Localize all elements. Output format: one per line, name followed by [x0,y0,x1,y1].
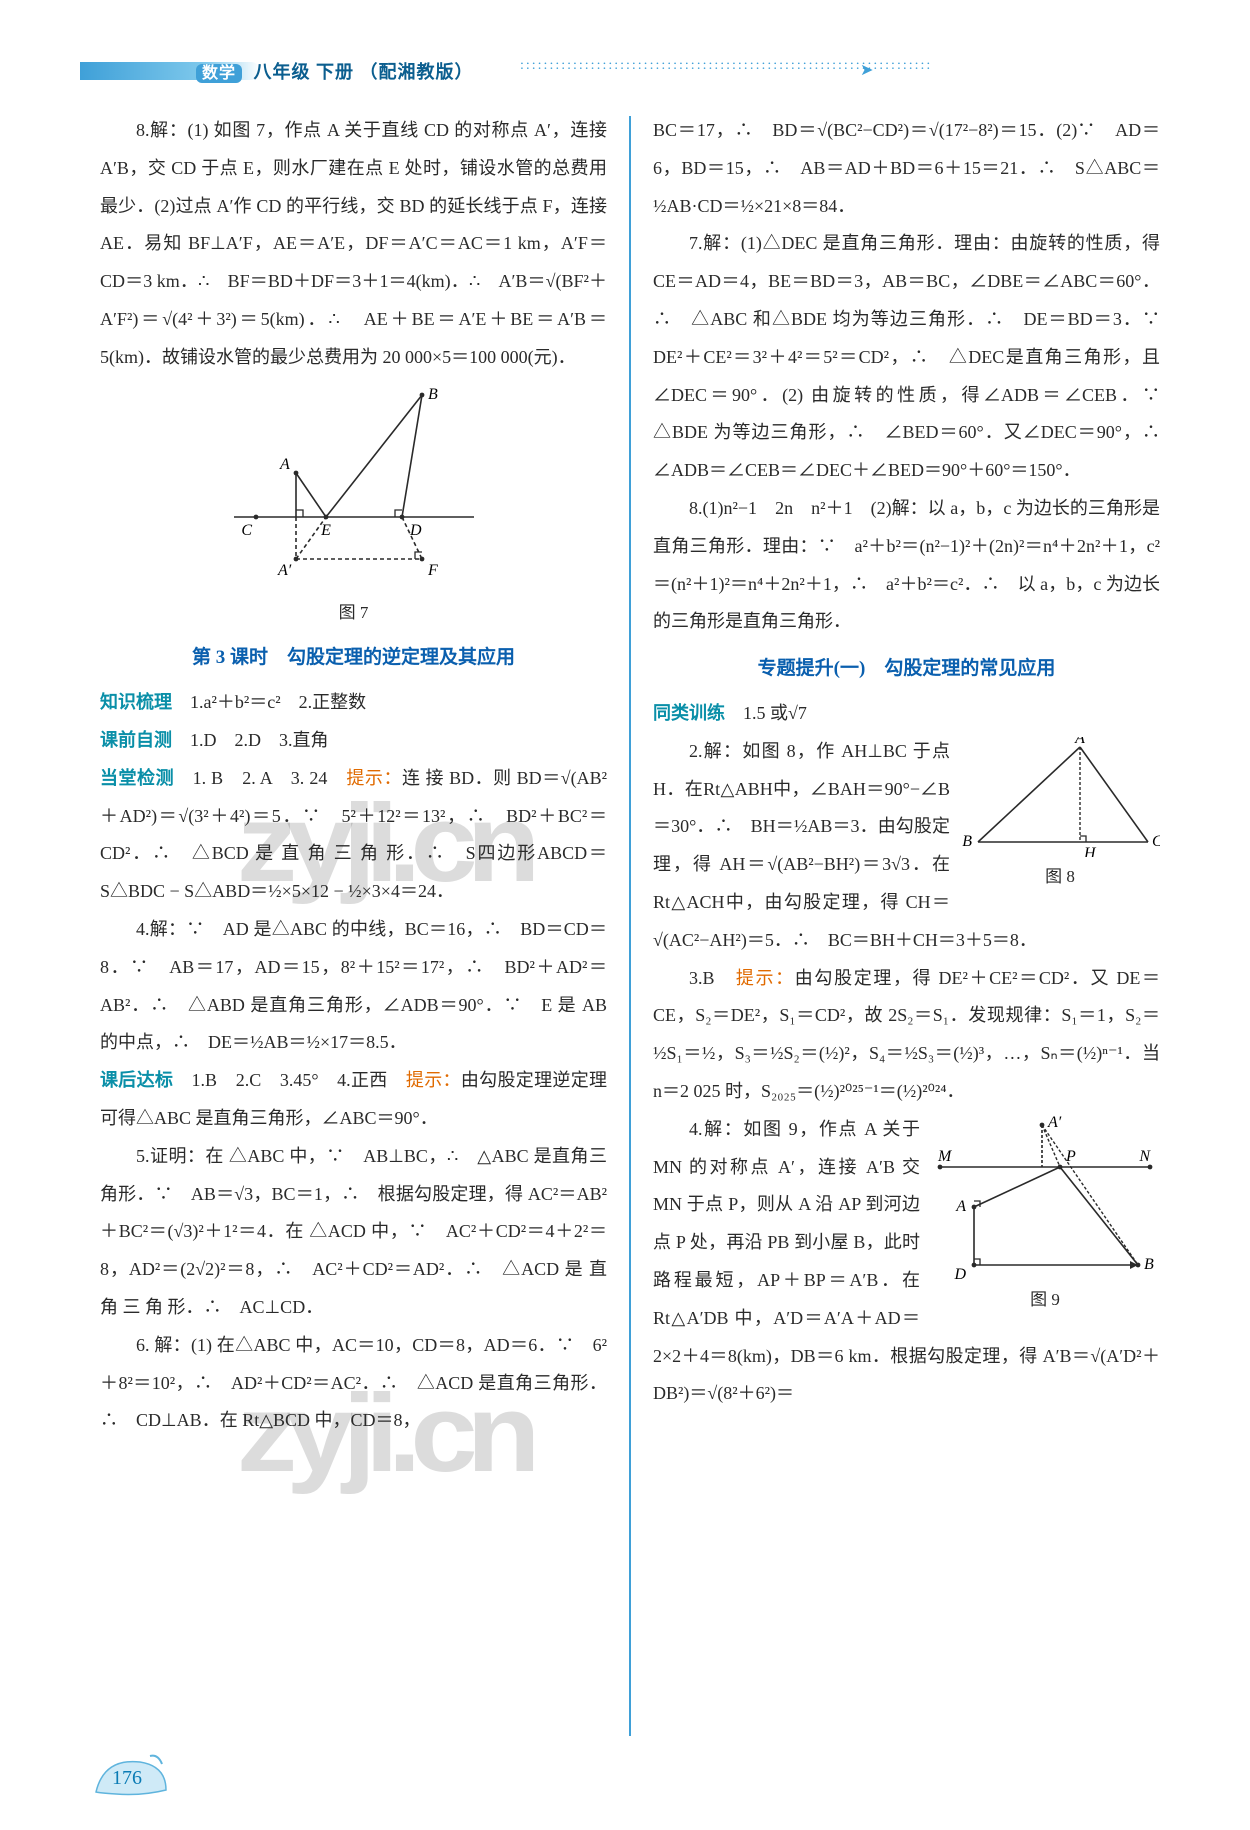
afterclass-hint-label: 提示： [406,1070,461,1090]
knowledge-label: 知识梳理 [100,692,172,712]
solution-6-cont: BC＝17，∴ BD＝√(BC²−CD²)＝√(17²−8²)＝15．(2)∵ … [653,112,1160,225]
knowledge-row: 知识梳理 1.a²＋b²＝c² 2.正整数 [100,684,607,722]
svg-text:C: C [241,522,252,539]
page: 数学 八年级 下册 （配湘教版） :::::::::::::::::::::::… [0,0,1250,1830]
svg-text:E: E [320,522,331,539]
figure-7-caption: 图 7 [100,595,607,631]
svg-text:A: A [279,456,290,473]
solution-r3-answer: 3.B [689,968,736,988]
figure-9: A′ M N P A D B 图 9 [930,1115,1160,1318]
solution-2-block: ABCH 图 8 2.解：如图 8，作 AH⊥BC 于点 H．在Rt△ABH中，… [653,733,1160,960]
left-column: 8.解：(1) 如图 7，作点 A 关于直线 CD 的对称点 A′，连接 A′B… [100,112,629,1736]
header-title-text: 八年级 下册 （配湘教版） [254,62,474,82]
inclass-label: 当堂检测 [100,768,174,788]
svg-text:D: D [409,522,422,539]
svg-text:C: C [1152,833,1160,850]
figure-7-svg: A A′ B C D E F [224,383,484,593]
svg-text:B: B [428,386,438,403]
solution-8: 8.解：(1) 如图 7，作点 A 关于直线 CD 的对称点 A′，连接 A′B… [100,112,607,377]
svg-text:F: F [427,562,438,579]
page-number: 176 [112,1767,142,1790]
section-heading-lesson3: 第 3 课时 勾股定理的逆定理及其应用 [100,638,607,678]
afterclass-label: 课后达标 [100,1070,173,1090]
svg-text:B: B [1144,1256,1154,1273]
solution-7: 7.解：(1)△DEC 是直角三角形．理由：由旋转的性质，得 CE＝AD＝4，B… [653,225,1160,490]
solution-4-block: A′MNPADB 图 9 4.解：如图 9，作点 A 关于 MN 的对称点 A′… [653,1111,1160,1413]
page-header: 数学 八年级 下册 （配湘教版） :::::::::::::::::::::::… [100,50,1160,84]
svg-text:N: N [1138,1148,1151,1165]
solution-r3: 3.B 提示：由勾股定理，得 DE²＋CE²＝CD²．又 DE＝CE，S₂＝DE… [653,960,1160,1111]
svg-text:A: A [955,1198,966,1215]
header-dots-decoration: ::::::::::::::::::::::::::::::::::::::::… [520,58,1140,72]
solution-4: 4.解：∵ AD 是△ABC 的中线，BC＝16，∴ BD＝CD＝8．∵ AB＝… [100,911,607,1062]
figure-8-svg: A B C H [960,737,1160,857]
section-heading-topic1: 专题提升(一) 勾股定理的常见应用 [653,649,1160,689]
svg-text:A′: A′ [277,562,292,579]
header-subject-badge: 数学 [196,64,242,83]
svg-text:A′: A′ [1047,1115,1062,1131]
solution-8r: 8.(1)n²−1 2n n²＋1 (2)解：以 a，b，c 为边长的三角形是直… [653,490,1160,641]
arrow-right-icon: ➤ [860,60,873,80]
pretest-row: 课前自测 1.D 2.D 3.直角 [100,722,607,760]
header-title: 数学 八年级 下册 （配湘教版） [196,58,474,84]
inclass-hint-label: 提示： [346,768,402,788]
figure-7: A A′ B C D E F 图 7 [100,383,607,631]
solution-5: 5.证明：在 △ABC 中，∵ AB⊥BC，∴ △ABC 是直角三角形．∵ AB… [100,1138,607,1327]
svg-text:H: H [1083,845,1097,857]
solution-r3-hint-label: 提示： [736,968,795,988]
figure-9-caption: 图 9 [930,1282,1160,1318]
pretest-label: 课前自测 [100,730,172,750]
two-column-layout: 8.解：(1) 如图 7，作点 A 关于直线 CD 的对称点 A′，连接 A′B… [100,112,1160,1736]
figure-9-svg: A′ M N P A D B [930,1115,1160,1280]
svg-text:D: D [953,1266,966,1280]
figure-8: A B C H 图 8 [960,737,1160,895]
afterclass-answers: 1.B 2.C 3.45° 4.正西 [173,1070,406,1090]
svg-text:P: P [1065,1148,1076,1165]
knowledge-content: 1.a²＋b²＝c² 2.正整数 [172,692,366,712]
right-column: BC＝17，∴ BD＝√(BC²−CD²)＝√(17²−8²)＝15．(2)∵ … [631,112,1160,1736]
similar-row: 同类训练 1.5 或√7 [653,695,1160,733]
afterclass-row: 课后达标 1.B 2.C 3.45° 4.正西 提示：由勾股定理逆定理可得△AB… [100,1062,607,1138]
svg-text:B: B [962,833,972,850]
inclass-row: 当堂检测 1. B 2. A 3. 24 提示：连 接 BD．则 BD＝√(AB… [100,760,607,911]
pretest-content: 1.D 2.D 3.直角 [172,730,329,750]
similar-content: 1.5 或√7 [725,703,807,723]
svg-text:M: M [937,1148,953,1165]
figure-8-caption: 图 8 [960,859,1160,895]
inclass-answers: 1. B 2. A 3. 24 [174,768,346,788]
solution-6: 6. 解：(1) 在△ABC 中，AC＝10，CD＝8，AD＝6．∵ 6²＋8²… [100,1327,607,1440]
svg-text:A: A [1074,737,1085,747]
similar-label: 同类训练 [653,703,725,723]
